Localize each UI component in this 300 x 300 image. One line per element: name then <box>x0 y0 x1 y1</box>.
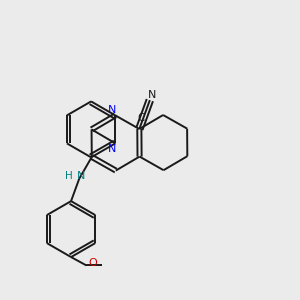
Text: N: N <box>148 90 156 100</box>
Text: O: O <box>88 258 97 268</box>
Text: H: H <box>65 171 73 182</box>
Text: N: N <box>108 105 116 115</box>
Text: N: N <box>108 144 116 154</box>
Text: N: N <box>76 171 85 182</box>
Text: C: C <box>137 113 145 123</box>
